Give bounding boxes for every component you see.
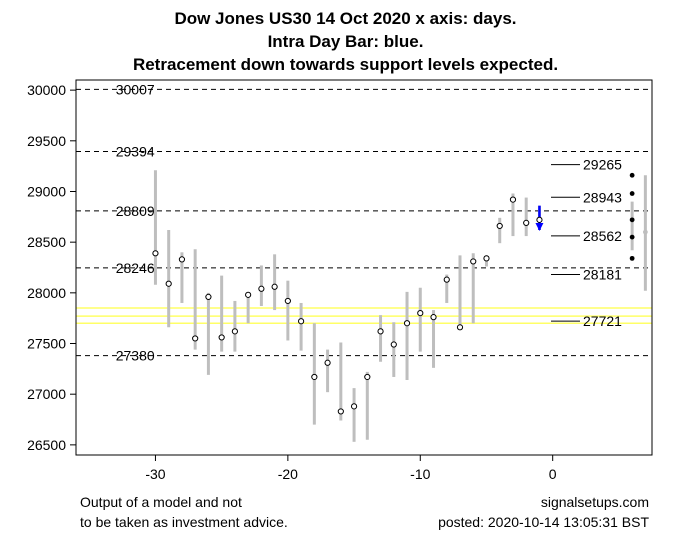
close-point xyxy=(470,258,477,265)
plot-frame xyxy=(75,79,653,456)
close-point xyxy=(483,255,490,262)
close-point xyxy=(324,359,331,366)
close-point xyxy=(337,408,344,415)
close-point xyxy=(403,320,411,327)
close-point xyxy=(258,285,265,292)
close-point xyxy=(245,291,252,298)
y-tick-label: 27000 xyxy=(27,386,66,402)
y-tick-label: 29500 xyxy=(27,133,66,149)
projected-level-label: 28943 xyxy=(583,189,622,205)
posted-timestamp: posted: 2020-10-14 13:05:31 BST xyxy=(438,514,649,530)
close-point xyxy=(377,328,384,335)
projected-level-label: 27721 xyxy=(583,313,622,329)
close-point xyxy=(231,328,238,335)
close-point xyxy=(192,335,199,342)
projected-level-label: 29265 xyxy=(583,157,622,173)
close-point xyxy=(350,403,358,410)
close-point xyxy=(390,341,397,348)
y-tick-label: 30000 xyxy=(27,82,66,98)
projection-point-grey xyxy=(642,229,648,235)
close-point xyxy=(443,276,450,283)
x-tick-label: -20 xyxy=(278,466,298,482)
y-tick-label: 27500 xyxy=(27,336,66,352)
level-label: 28246 xyxy=(116,260,155,276)
x-tick-label: -30 xyxy=(145,466,165,482)
x-tick-label: 0 xyxy=(549,466,557,482)
close-point xyxy=(205,293,212,300)
level-label: 28809 xyxy=(116,203,155,219)
chart-title-line-2: Intra Day Bar: blue. xyxy=(267,32,424,51)
intraday-arrow-head xyxy=(535,223,544,231)
level-label: 30007 xyxy=(116,81,155,97)
projection-point xyxy=(629,234,635,240)
y-tick-label: 26500 xyxy=(27,437,66,453)
close-point xyxy=(417,310,424,317)
projected-level-label: 28181 xyxy=(583,266,622,282)
close-point xyxy=(298,318,305,325)
projection-point xyxy=(629,217,635,223)
website-credit: signalsetups.com xyxy=(540,494,649,510)
level-label: 27380 xyxy=(116,348,155,364)
close-point xyxy=(523,219,530,227)
close-point xyxy=(311,373,318,381)
close-point xyxy=(165,280,172,287)
close-point xyxy=(509,196,517,203)
projection-point xyxy=(629,191,635,196)
close-point xyxy=(364,373,371,381)
y-tick-label: 28500 xyxy=(27,234,66,250)
y-tick-label: 29000 xyxy=(27,183,66,199)
y-tick-label: 28000 xyxy=(27,285,66,301)
close-point xyxy=(178,256,186,263)
close-point xyxy=(284,297,291,305)
chart-title-line-3: Retracement down towards support levels … xyxy=(132,55,559,74)
projection-point xyxy=(629,172,635,178)
projection-point xyxy=(629,255,635,261)
x-tick-label: -10 xyxy=(410,466,430,482)
close-point xyxy=(152,250,159,257)
chart-title-line-1: Dow Jones US30 14 Oct 2020 x axis: days. xyxy=(174,9,517,28)
projected-level-label: 28562 xyxy=(583,228,622,244)
close-point xyxy=(496,222,503,230)
disclaimer-line-2: to be taken as investment advice. xyxy=(80,514,288,530)
close-point xyxy=(430,314,437,321)
level-label: 29394 xyxy=(116,144,155,160)
close-point xyxy=(536,216,543,223)
close-point xyxy=(271,283,278,290)
disclaimer-line-1: Output of a model and not xyxy=(80,494,242,510)
close-point xyxy=(218,334,225,341)
close-point xyxy=(456,324,464,331)
